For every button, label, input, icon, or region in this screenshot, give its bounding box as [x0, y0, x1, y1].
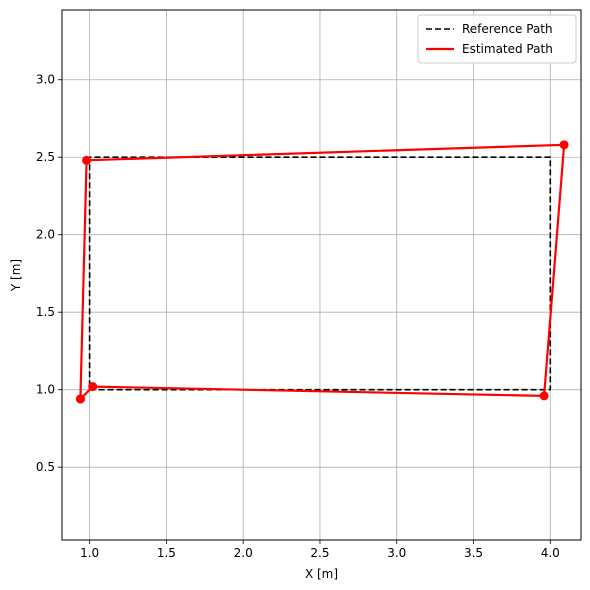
x-tick-label: 1.0 — [80, 546, 99, 560]
x-tick-label: 4.0 — [541, 546, 560, 560]
y-tick-label: 2.0 — [36, 228, 55, 242]
estimated-path-point — [82, 155, 92, 165]
plot-series — [75, 140, 569, 404]
x-tick-label: 2.5 — [310, 546, 329, 560]
y-tick-label: 1.5 — [36, 305, 55, 319]
axes-frame — [61, 9, 582, 541]
x-tick-label: 3.5 — [464, 546, 483, 560]
x-tick-label: 3.0 — [387, 546, 406, 560]
x-tick-label: 2.0 — [234, 546, 253, 560]
estimated-path-point — [559, 140, 569, 150]
estimated-path-line — [79, 143, 566, 400]
estimated-path-point — [88, 382, 98, 392]
y-tick-label: 2.5 — [36, 150, 55, 164]
y-tick-label: 3.0 — [36, 73, 55, 87]
estimated-path-point — [539, 391, 549, 401]
estimated-path-point — [75, 394, 85, 404]
reference-path-line — [88, 156, 552, 391]
y-tick-label: 0.5 — [36, 460, 55, 474]
legend-box — [417, 14, 577, 64]
axis-ticks: 1.0 1.5 2.0 2.5 3.0 3.5 4.0 0.5 1.0 1.5 2.0 2.5 3.0 — [36, 73, 560, 560]
x-tick-label: 1.5 — [157, 546, 176, 560]
legend-label: Estimated Path — [462, 42, 553, 56]
legend-label: Reference Path — [462, 22, 553, 36]
legend: Reference Path Estimated Path — [417, 14, 577, 64]
x-axis-label: X [m] — [305, 567, 338, 581]
y-tick-label: 1.0 — [36, 383, 55, 397]
grid — [62, 10, 581, 540]
y-axis-label: Y [m] — [9, 259, 23, 292]
